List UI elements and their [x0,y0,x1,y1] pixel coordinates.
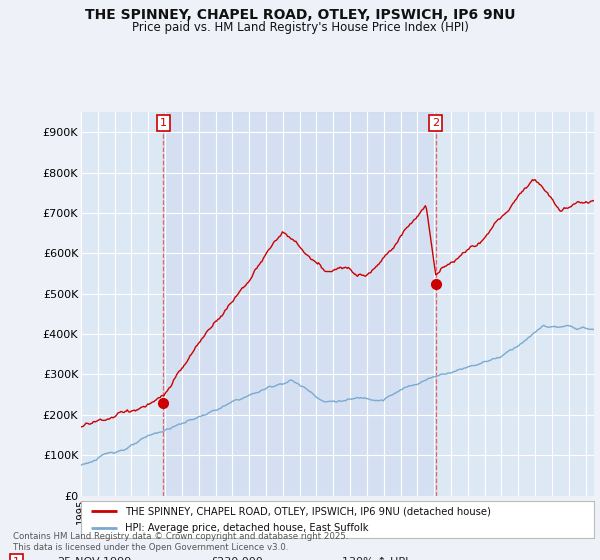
Text: £230,000: £230,000 [210,557,263,560]
Text: Contains HM Land Registry data © Crown copyright and database right 2025.
This d: Contains HM Land Registry data © Crown c… [13,532,349,552]
Text: THE SPINNEY, CHAPEL ROAD, OTLEY, IPSWICH, IP6 9NU (detached house): THE SPINNEY, CHAPEL ROAD, OTLEY, IPSWICH… [125,506,490,516]
Text: Price paid vs. HM Land Registry's House Price Index (HPI): Price paid vs. HM Land Registry's House … [131,21,469,34]
Bar [163,112,436,496]
Text: 130% ↑ HPI: 130% ↑ HPI [342,557,409,560]
Text: 2: 2 [432,118,439,128]
Text: 1: 1 [13,557,20,560]
Text: 25-NOV-1999: 25-NOV-1999 [57,557,131,560]
Text: 1: 1 [160,118,167,128]
Text: THE SPINNEY, CHAPEL ROAD, OTLEY, IPSWICH, IP6 9NU: THE SPINNEY, CHAPEL ROAD, OTLEY, IPSWICH… [85,8,515,22]
Text: HPI: Average price, detached house, East Suffolk: HPI: Average price, detached house, East… [125,523,368,533]
